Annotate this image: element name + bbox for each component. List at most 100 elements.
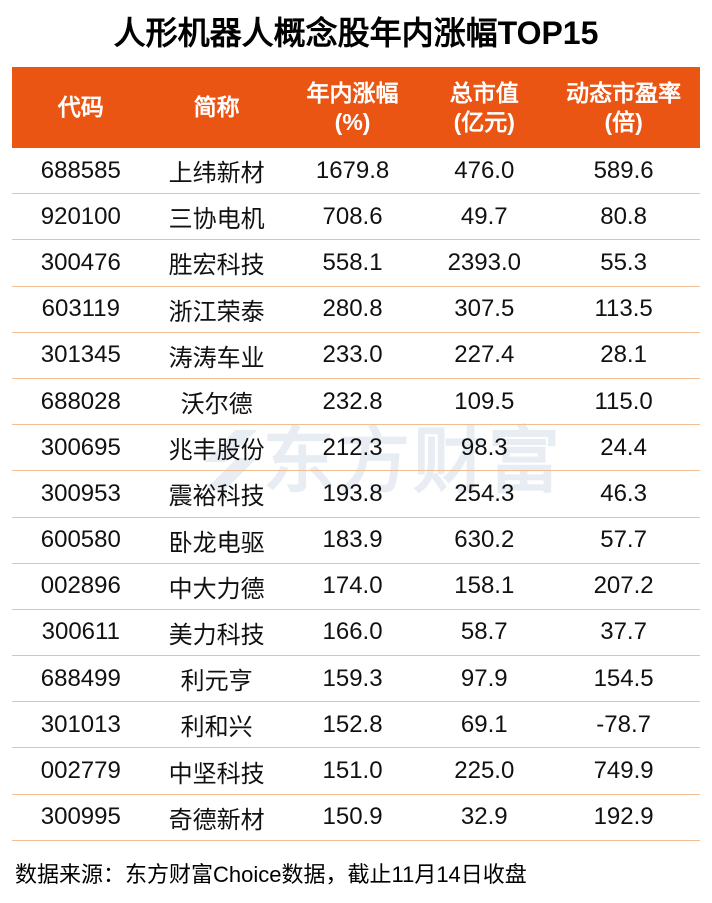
cell-market-cap: 97.9	[460, 664, 508, 692]
cell-name: 三协电机	[168, 206, 265, 234]
cell-ytd-gain: 166.0	[322, 618, 383, 646]
col-header-name: 简称	[150, 93, 284, 122]
cell-pe-ratio: 192.9	[593, 803, 654, 831]
cell-code: 300995	[40, 803, 121, 831]
cell-pe-ratio: 24.4	[600, 433, 647, 461]
cell-market-cap: 307.5	[454, 295, 515, 323]
cell-ytd-gain: 280.8	[322, 295, 383, 323]
cell-market-cap: 254.3	[454, 479, 515, 507]
cell-ytd-gain: 159.3	[322, 664, 383, 692]
table-row: 600580 卧龙电驱 183.9 630.2 57.7	[12, 518, 700, 564]
cell-name: 美力科技	[168, 621, 265, 649]
cell-pe-ratio: 28.1	[600, 341, 647, 369]
cell-code: 688028	[40, 387, 121, 415]
col-header-label: 动态市盈率	[566, 79, 682, 106]
col-header-label: 简称	[193, 94, 240, 120]
cell-pe-ratio: 46.3	[600, 479, 647, 507]
cell-code: 301013	[40, 710, 121, 738]
cell-pe-ratio: 207.2	[593, 572, 654, 600]
cell-market-cap: 98.3	[460, 433, 508, 461]
cell-code: 002779	[40, 757, 121, 785]
col-header-code: 代码	[12, 93, 150, 122]
cell-name: 兆丰股份	[168, 437, 265, 465]
cell-market-cap: 630.2	[454, 526, 515, 554]
cell-ytd-gain: 174.0	[322, 572, 383, 600]
cell-pe-ratio: 113.5	[594, 295, 653, 323]
cell-pe-ratio: 154.5	[593, 664, 654, 692]
cell-name: 浙江荣泰	[168, 298, 265, 326]
cell-code: 300611	[41, 618, 120, 646]
cell-market-cap: 227.4	[454, 341, 515, 369]
col-header-market-cap: 总市值 (亿元)	[421, 79, 547, 137]
cell-name: 沃尔德	[180, 391, 253, 419]
cell-ytd-gain: 152.8	[322, 710, 383, 738]
cell-market-cap: 109.5	[454, 387, 515, 415]
cell-market-cap: 49.7	[460, 202, 508, 230]
cell-pe-ratio: 57.7	[600, 526, 647, 554]
col-header-label: 代码	[57, 94, 104, 120]
table-row: 300476 胜宏科技 558.1 2393.0 55.3	[12, 240, 700, 287]
cell-code: 600580	[40, 526, 121, 554]
table-row: 603119 浙江荣泰 280.8 307.5 113.5	[12, 287, 700, 333]
table-body: 688585 上纬新材 1679.8 476.0 589.6 920100 三协…	[12, 148, 700, 841]
table-header: 代码 简称 年内涨幅 (%) 总市值 (亿元) 动态市盈率 (倍)	[12, 67, 700, 148]
cell-ytd-gain: 212.3	[322, 433, 383, 461]
col-header-sublabel: (%)	[334, 108, 371, 135]
cell-market-cap: 32.9	[460, 803, 508, 831]
cell-name: 中坚科技	[168, 760, 265, 788]
cell-code: 603119	[41, 295, 120, 323]
cell-ytd-gain: 708.6	[322, 202, 383, 230]
table-row: 002896 中大力德 174.0 158.1 207.2	[12, 564, 700, 610]
cell-market-cap: 225.0	[454, 757, 515, 785]
cell-name: 利元亨	[180, 668, 253, 696]
source-note: 数据来源：东方财富Choice数据，截止11月14日收盘	[15, 861, 527, 887]
cell-code: 301345	[40, 341, 121, 369]
cell-market-cap: 69.1	[460, 710, 508, 738]
cell-code: 002896	[40, 572, 121, 600]
cell-code: 300476	[40, 248, 121, 276]
cell-code: 688499	[40, 664, 121, 692]
cell-ytd-gain: 1679.8	[315, 156, 390, 184]
table-row: 300611 美力科技 166.0 58.7 37.7	[12, 610, 700, 657]
table-row: 688499 利元亨 159.3 97.9 154.5	[12, 656, 700, 703]
cell-name: 奇德新材	[168, 806, 265, 834]
col-header-ytd-gain: 年内涨幅 (%)	[284, 79, 422, 137]
cell-name: 胜宏科技	[168, 252, 265, 280]
cell-name: 利和兴	[180, 714, 253, 742]
cell-name: 卧龙电驱	[168, 529, 265, 557]
cell-name: 上纬新材	[168, 160, 265, 188]
cell-name: 涛涛车业	[168, 344, 265, 372]
cell-code: 688585	[40, 156, 121, 184]
cell-market-cap: 476.0	[454, 156, 515, 184]
cell-ytd-gain: 558.1	[322, 248, 383, 276]
cell-name: 中大力德	[168, 575, 265, 603]
cell-market-cap: 58.7	[460, 618, 508, 646]
cell-pe-ratio: 55.3	[600, 248, 647, 276]
cell-code: 920100	[40, 202, 121, 230]
cell-pe-ratio: 115.0	[594, 387, 653, 415]
table-row: 301345 涛涛车业 233.0 227.4 28.1	[12, 333, 700, 379]
cell-pe-ratio: 589.6	[593, 156, 654, 184]
cell-pe-ratio: -78.7	[596, 710, 651, 738]
cell-pe-ratio: 749.9	[593, 757, 654, 785]
table-row: 688585 上纬新材 1679.8 476.0 589.6	[12, 148, 700, 195]
cell-ytd-gain: 233.0	[322, 341, 383, 369]
table-row: 300695 兆丰股份 212.3 98.3 24.4	[12, 425, 700, 472]
table-row: 300995 奇德新材 150.9 32.9 192.9	[12, 795, 700, 841]
col-header-pe-ratio: 动态市盈率 (倍)	[547, 79, 700, 137]
table-row: 301013 利和兴 152.8 69.1 -78.7	[12, 702, 700, 749]
cell-ytd-gain: 183.9	[322, 526, 383, 554]
cell-code: 300695	[40, 433, 121, 461]
table-row: 688028 沃尔德 232.8 109.5 115.0	[12, 379, 700, 426]
cell-name: 震裕科技	[168, 483, 265, 511]
table-row: 002779 中坚科技 151.0 225.0 749.9	[12, 748, 700, 795]
col-header-sublabel: (亿元)	[453, 108, 515, 135]
cell-ytd-gain: 151.0	[322, 757, 383, 785]
col-header-sublabel: (倍)	[604, 108, 643, 135]
stock-table: 东方财富 代码 简称 年内涨幅 (%) 总市值 (亿元) 动态市盈率 (倍)	[12, 67, 700, 841]
table-row: 300953 震裕科技 193.8 254.3 46.3	[12, 471, 700, 518]
col-header-label: 年内涨幅	[306, 79, 399, 106]
page-title: 人形机器人概念股年内涨幅TOP15	[113, 15, 599, 51]
cell-pe-ratio: 37.7	[600, 618, 647, 646]
